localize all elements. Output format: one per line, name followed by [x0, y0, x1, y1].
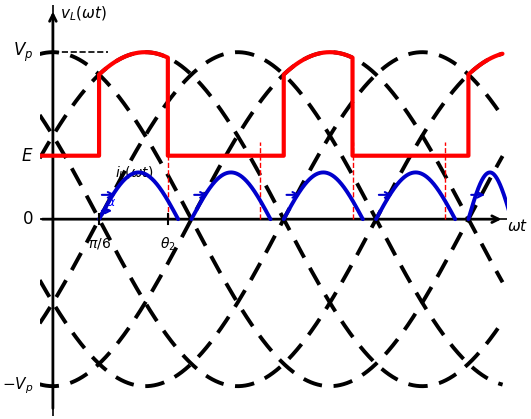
Text: $\omega t$: $\omega t$ [507, 218, 528, 234]
Text: $\alpha$: $\alpha$ [106, 196, 116, 209]
Text: $V_p$: $V_p$ [13, 41, 33, 64]
Text: $v_L(\omega t)$: $v_L(\omega t)$ [60, 5, 107, 23]
Text: $0$: $0$ [22, 210, 33, 228]
Text: $\pi/6$: $\pi/6$ [88, 236, 110, 251]
Text: $E$: $E$ [21, 147, 33, 165]
Text: $i_L(\omega t)$: $i_L(\omega t)$ [115, 165, 153, 182]
Text: $\theta_2$: $\theta_2$ [160, 236, 176, 253]
Text: $-V_p$: $-V_p$ [2, 376, 33, 396]
